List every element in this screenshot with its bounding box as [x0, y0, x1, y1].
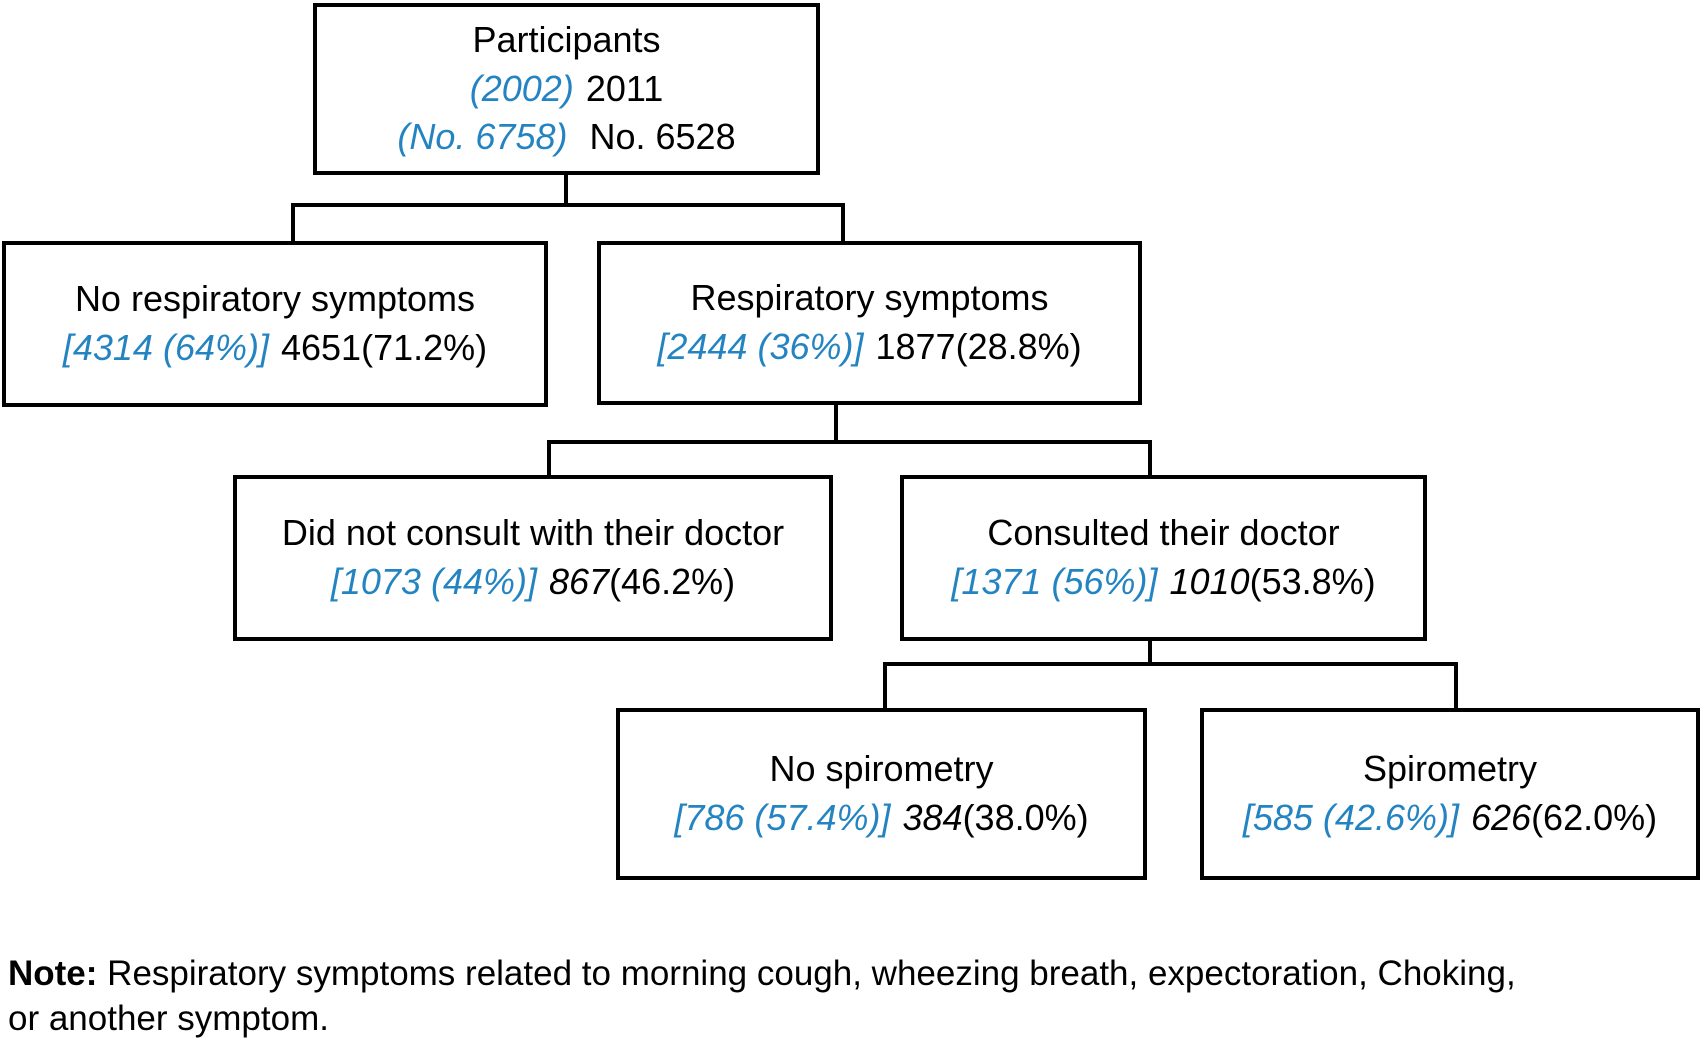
node-title: Respiratory symptoms — [690, 277, 1049, 319]
connector-rail-row4 — [883, 662, 1458, 666]
figure-note: Note: Respiratory symptoms related to mo… — [8, 952, 1553, 1042]
stat-2011-pct: (53.8%) — [1249, 561, 1376, 602]
stat-2011-value: 867 — [548, 561, 610, 602]
stat-2011-pct: (71.2%) — [361, 327, 488, 368]
flow-node-consulted-doctor: Consulted their doctor [1371 (56%)] 1010(… — [900, 475, 1427, 641]
connector-drop-no-spirometry — [883, 662, 887, 712]
node-stat-row: [4314 (64%)] 4651(71.2%) — [63, 324, 487, 373]
node-title: No respiratory symptoms — [74, 278, 476, 320]
flow-node-no-respiratory-symptoms: No respiratory symptoms [4314 (64%)] 4651… — [2, 241, 548, 407]
flow-node-spirometry: Spirometry [585 (42.6%)] 626(62.0%) — [1200, 708, 1700, 880]
node-title: Participants — [472, 18, 661, 60]
node-stat-row: [1371 (56%)] 1010(53.8%) — [951, 558, 1375, 607]
stat-2011-value: 1877 — [875, 326, 956, 367]
node-title: Did not consult with their doctor — [281, 512, 785, 554]
stat-2002: [786 (57.4%)] — [674, 797, 891, 838]
node-stat-row: [1073 (44%)] 867(46.2%) — [331, 558, 735, 607]
note-text: Respiratory symptoms related to morning … — [8, 954, 1516, 1038]
node-year-row: (2002) 2011 — [470, 65, 663, 114]
connector-stub-symptoms — [834, 403, 838, 444]
stat-2011-pct: (46.2%) — [609, 561, 736, 602]
flow-node-respiratory-symptoms: Respiratory symptoms [2444 (36%)] 1877(28… — [597, 241, 1142, 405]
connector-stub-consult — [1148, 639, 1152, 666]
stat-2002: [585 (42.6%)] — [1242, 797, 1459, 838]
stat-2002: [2444 (36%)] — [657, 326, 864, 367]
node-stat-row: [2444 (36%)] 1877(28.8%) — [657, 323, 1081, 372]
node-stat-row: [585 (42.6%)] 626(62.0%) — [1243, 794, 1657, 843]
stat-2011-value: 4651 — [280, 327, 362, 368]
connector-drop-consult — [1148, 440, 1152, 479]
flow-node-no-spirometry: No spirometry [786 (57.4%)] 384(38.0%) — [616, 708, 1147, 880]
stat-2002-year: (2002) — [469, 67, 574, 109]
node-title: Consulted their doctor — [987, 512, 1340, 554]
stat-2011-count: No. 6528 — [589, 116, 736, 158]
connector-rail-row3 — [547, 440, 1152, 444]
node-title: No spirometry — [769, 748, 994, 790]
connector-stub-participants — [564, 173, 568, 207]
node-count-row: (No. 6758) No. 6528 — [397, 113, 735, 162]
stat-2002: [1371 (56%)] — [951, 561, 1158, 602]
flow-node-participants: Participants (2002) 2011 (No. 6758) No. 65… — [313, 3, 820, 175]
stat-2011-value: 384 — [902, 797, 963, 838]
connector-rail-row2 — [291, 203, 845, 207]
stat-2011-pct: (28.8%) — [955, 326, 1082, 367]
stat-2011-year: 2011 — [585, 67, 664, 109]
stat-2011-pct: (62.0%) — [1531, 797, 1658, 838]
note-label: Note: — [8, 954, 98, 993]
stat-2011-value: 626 — [1470, 797, 1532, 838]
stat-2002: [4314 (64%)] — [62, 327, 269, 368]
flow-node-did-not-consult: Did not consult with their doctor [1073 … — [233, 475, 833, 641]
node-title: Spirometry — [1362, 748, 1538, 790]
connector-drop-symptoms — [841, 203, 845, 245]
connector-drop-spirometry — [1454, 662, 1458, 712]
stat-2002-count: (No. 6758) — [397, 116, 568, 158]
connector-drop-no-consult — [547, 440, 551, 479]
connector-drop-no-symptoms — [291, 203, 295, 245]
stat-2011-pct: (38.0%) — [962, 797, 1089, 838]
node-stat-row: [786 (57.4%)] 384(38.0%) — [674, 794, 1088, 843]
stat-2011-value: 1010 — [1169, 561, 1250, 602]
stat-2002: [1073 (44%)] — [330, 561, 537, 602]
